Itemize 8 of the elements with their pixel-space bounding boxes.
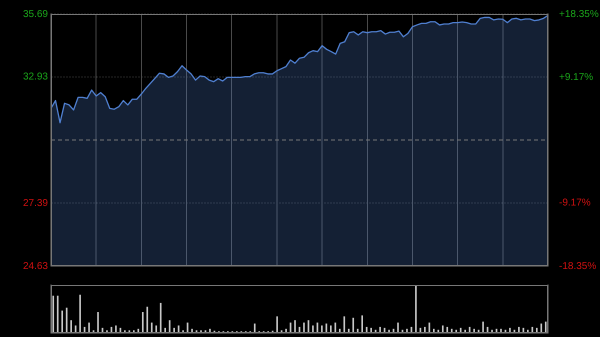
- y-tick-label: 24.63: [22, 260, 48, 272]
- y-tick-label: 32.93: [22, 72, 48, 83]
- y-tick-label: 27.39: [22, 198, 48, 209]
- y2-tick-label: +18.35%: [559, 8, 599, 20]
- y2-tick-label: -9.17%: [559, 198, 591, 209]
- y2-tick-label: -18.35%: [559, 260, 596, 272]
- y-tick-label: 35.69: [22, 8, 48, 20]
- y2-tick-label: +9.17%: [559, 72, 594, 83]
